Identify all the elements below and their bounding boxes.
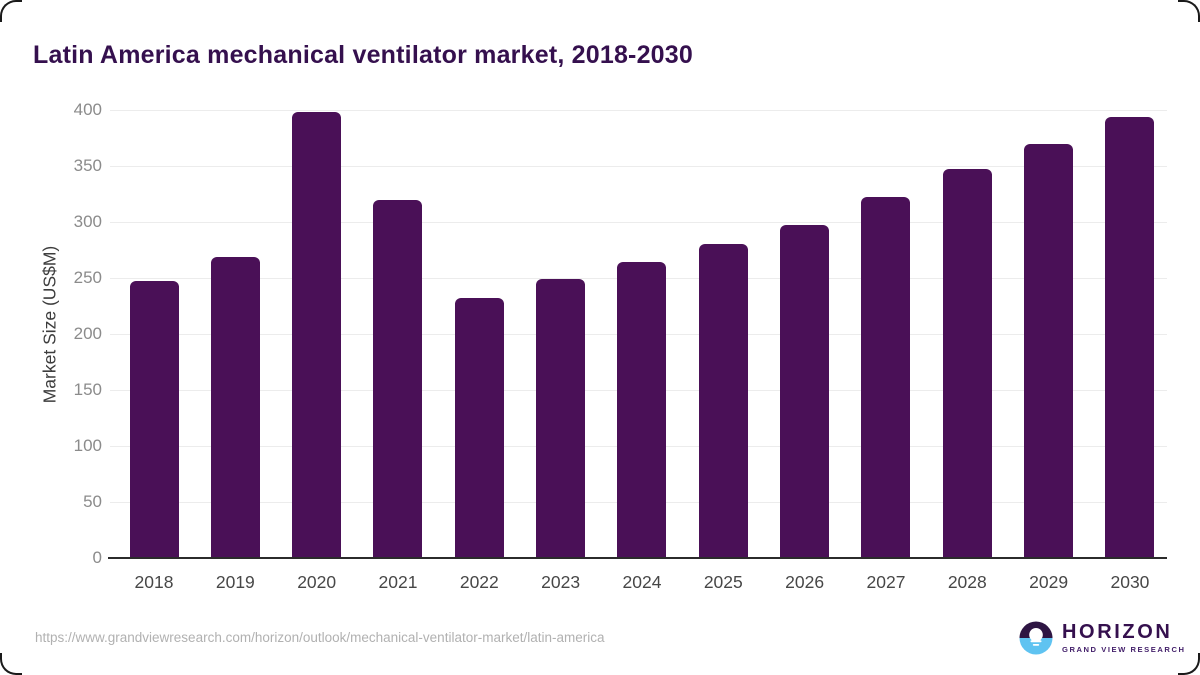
x-tick-label: 2023 [541,572,581,592]
horizon-sunset-icon [1019,621,1053,655]
x-tick-label: 2021 [378,572,418,592]
x-tick-label: 2027 [866,572,906,592]
x-tick-label: 2022 [459,572,499,592]
y-tick-label: 0 [92,548,102,567]
x-tick-label: 2030 [1110,572,1150,592]
card-corner [1178,0,1200,22]
bar-2028 [942,169,992,557]
y-tick-label: 100 [73,436,102,455]
y-tick-label: 400 [73,100,102,119]
x-tick-label: 2025 [703,572,743,592]
bar-2018 [129,281,179,557]
bar-2023 [536,279,586,557]
y-tick-label: 150 [73,380,102,399]
chart-title: Latin America mechanical ventilator mark… [33,40,693,69]
source-url: https://www.grandviewresearch.com/horizo… [35,630,605,645]
y-tick-label: 200 [73,324,102,343]
bar-2026 [780,225,830,557]
card-corner [0,653,22,675]
gridline [110,222,1167,223]
bar-2020 [292,112,342,557]
x-tick-label: 2029 [1029,572,1069,592]
card-corner [1178,653,1200,675]
bar-2022 [454,298,504,557]
x-axis-line [108,557,1167,559]
bar-2025 [698,244,748,557]
y-tick-label: 350 [73,156,102,175]
bar-2019 [210,256,260,557]
y-tick-label: 300 [73,212,102,231]
bar-2021 [373,199,423,557]
x-tick-label: 2019 [215,572,255,592]
bar-2027 [861,197,911,557]
x-tick-label: 2028 [947,572,987,592]
bar-2029 [1024,143,1074,557]
gridline [110,166,1167,167]
x-tick-label: 2018 [134,572,174,592]
bar-2024 [617,262,667,557]
logo-name: HORIZON [1062,621,1173,643]
y-tick-label: 50 [83,492,102,511]
logo-subtitle: GRAND VIEW RESEARCH [1062,645,1186,654]
card-corner [0,0,22,22]
logo-text: HORIZON GRAND VIEW RESEARCH [1062,622,1186,654]
gridline [110,110,1167,111]
horizon-logo: HORIZON GRAND VIEW RESEARCH [1019,621,1186,655]
y-tick-label: 250 [73,268,102,287]
x-tick-label: 2020 [297,572,337,592]
x-tick-label: 2026 [785,572,825,592]
bar-2030 [1105,116,1155,557]
x-tick-label: 2024 [622,572,662,592]
